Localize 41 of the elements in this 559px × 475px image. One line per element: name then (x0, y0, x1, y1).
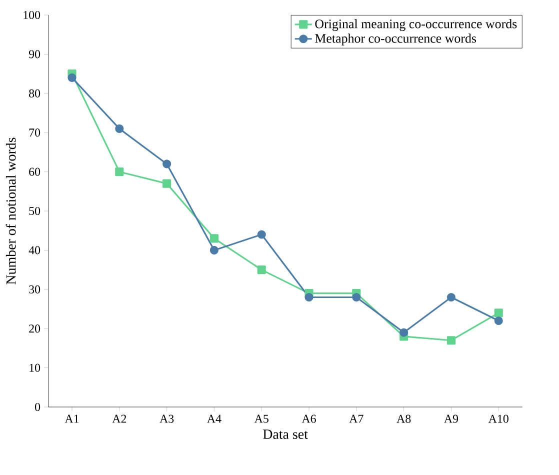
y-tick-label: 70 (29, 128, 40, 137)
legend-label: Original meaning co-occurrence words (315, 19, 517, 31)
point (494, 316, 503, 326)
point (162, 160, 172, 168)
x-tick-label: A10 (488, 414, 508, 423)
point (494, 308, 503, 318)
point (257, 230, 266, 239)
y-axis-title: Number of notional words (6, 138, 16, 284)
y-tick-label: 60 (29, 168, 40, 176)
legend-label: Metaphor co-occurrence words (315, 34, 476, 46)
x-tick-label: A5 (254, 414, 268, 423)
point (162, 179, 172, 188)
x-tick-label: A8 (396, 414, 411, 423)
y-tick-label: 80 (29, 89, 40, 98)
y-tick-label: 30 (29, 285, 40, 294)
point (115, 124, 124, 133)
point (352, 292, 361, 302)
point (115, 168, 124, 176)
x-tick-label: A3 (160, 414, 174, 423)
point (257, 266, 266, 274)
point (446, 336, 456, 345)
x-tick-label: A4 (207, 414, 222, 423)
point (400, 328, 408, 337)
y-tick-label: 100 (24, 10, 40, 20)
y-tick-label: 50 (29, 206, 40, 216)
point (210, 234, 218, 243)
point (304, 292, 314, 302)
x-axis-title: Data set (263, 430, 308, 439)
x-tick-label: A1 (64, 414, 79, 423)
y-tick-label: 90 (28, 50, 40, 58)
point (210, 246, 218, 254)
y-tick-label: 20 (29, 324, 40, 333)
x-tick-label: A9 (444, 414, 458, 423)
y-tick-label: 0 (35, 402, 40, 412)
x-tick-label: A2 (112, 414, 126, 423)
y-tick-label: 40 (28, 246, 40, 254)
x-tick-label: A7 (349, 414, 364, 423)
x-tick-label: A6 (302, 414, 316, 423)
y-tick-label: 10 (30, 364, 40, 372)
point (68, 73, 76, 82)
point (446, 292, 456, 302)
